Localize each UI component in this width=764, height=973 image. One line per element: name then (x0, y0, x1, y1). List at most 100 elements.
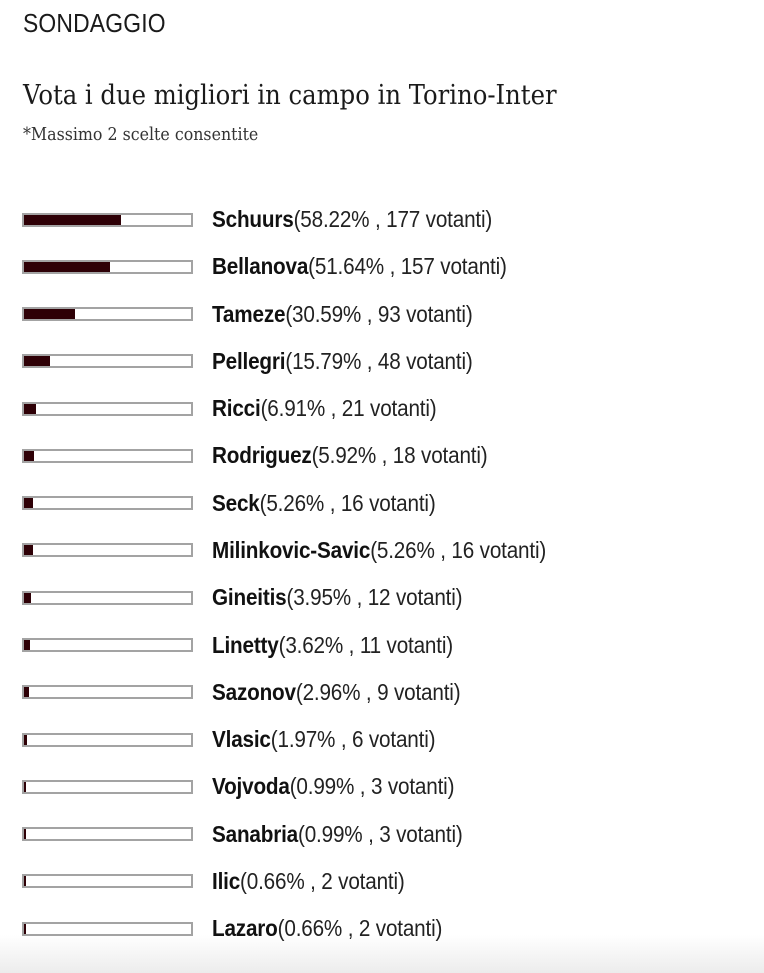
poll-title: Vota i due migliori in campo in Torino-I… (23, 80, 557, 111)
player-name: Linetty (212, 631, 279, 658)
poll-result-row-seck[interactable]: Seck(5.26% , 16 votanti) (22, 480, 752, 527)
result-label: Schuurs(58.22% , 177 votanti) (212, 206, 492, 233)
result-bar-fill (24, 640, 31, 651)
result-bar (22, 685, 193, 700)
result-bar-fill (24, 829, 26, 840)
result-label: Linetty(3.62% , 11 votanti) (212, 632, 453, 659)
result-bar (22, 921, 193, 936)
player-stats: (0.99% , 3 votanti) (298, 820, 463, 847)
player-name: Ricci (212, 395, 261, 422)
poll-result-row-gineitis[interactable]: Gineitis(3.95% , 12 votanti) (22, 574, 752, 621)
result-label: Vojvoda(0.99% , 3 votanti) (212, 773, 454, 800)
result-label: Pellegri(15.79% , 48 votanti) (212, 348, 473, 375)
result-label: Seck(5.26% , 16 votanti) (212, 490, 436, 517)
poll-result-row-ricci[interactable]: Ricci(6.91% , 21 votanti) (22, 385, 752, 432)
result-bar (22, 212, 193, 227)
result-bar-fill (24, 781, 26, 792)
poll-result-row-lazaro[interactable]: Lazaro(0.66% , 2 votanti) (22, 905, 752, 952)
player-name: Rodriguez (212, 442, 312, 469)
player-name: Lazaro (212, 915, 278, 942)
player-stats: (6.91% , 21 votanti) (260, 395, 437, 422)
player-stats: (5.26% , 16 votanti) (259, 489, 436, 516)
player-stats: (0.66% , 2 votanti) (277, 915, 443, 942)
player-name: Schuurs (212, 206, 294, 233)
player-name: Bellanova (212, 253, 309, 280)
result-bar-fill (24, 261, 111, 272)
poll-result-row-pellegri[interactable]: Pellegri(15.79% , 48 votanti) (22, 338, 752, 385)
result-bar (22, 590, 193, 605)
poll-result-row-rodriguez[interactable]: Rodriguez(5.92% , 18 votanti) (22, 432, 752, 479)
result-bar-fill (24, 592, 31, 603)
player-stats: (15.79% , 48 votanti) (285, 347, 473, 374)
player-name: Tameze (212, 300, 286, 327)
result-bar-fill (24, 923, 26, 934)
result-label: Rodriguez(5.92% , 18 votanti) (212, 442, 488, 469)
result-bar-fill (24, 876, 26, 887)
result-bar-fill (24, 403, 36, 414)
poll-result-row-vojvoda[interactable]: Vojvoda(0.99% , 3 votanti) (22, 763, 752, 810)
player-stats: (2.96% , 9 votanti) (295, 678, 461, 705)
result-bar (22, 401, 193, 416)
result-bar (22, 732, 193, 747)
result-bar (22, 496, 193, 511)
result-bar (22, 827, 193, 842)
poll-note: *Massimo 2 scelte consentite (23, 124, 259, 145)
player-stats: (58.22% , 177 votanti) (293, 206, 493, 233)
player-name: Ilic (212, 867, 241, 894)
player-stats: (51.64% , 157 votanti) (308, 253, 507, 280)
result-bar (22, 307, 193, 322)
result-label: Tameze(30.59% , 93 votanti) (212, 301, 473, 328)
result-bar-fill (24, 356, 51, 367)
poll-result-row-tameze[interactable]: Tameze(30.59% , 93 votanti) (22, 291, 752, 338)
result-bar (22, 448, 193, 463)
poll-result-row-sanabria[interactable]: Sanabria(0.99% , 3 votanti) (22, 810, 752, 857)
result-bar-fill (24, 214, 122, 225)
result-bar (22, 543, 193, 558)
section-kicker: SONDAGGIO (23, 8, 166, 38)
player-stats: (30.59% , 93 votanti) (285, 300, 473, 327)
result-label: Ricci(6.91% , 21 votanti) (212, 395, 437, 422)
result-label: Ilic(0.66% , 2 votanti) (212, 868, 405, 895)
result-bar-fill (24, 450, 34, 461)
poll-result-row-ilic[interactable]: Ilic(0.66% , 2 votanti) (22, 858, 752, 905)
player-name: Sazonov (212, 678, 296, 705)
result-bar (22, 638, 193, 653)
result-label: Gineitis(3.95% , 12 votanti) (212, 584, 463, 611)
player-stats: (3.62% , 11 votanti) (278, 631, 454, 658)
result-bar (22, 354, 193, 369)
poll-result-row-linetty[interactable]: Linetty(3.62% , 11 votanti) (22, 621, 752, 668)
result-bar-fill (24, 498, 33, 509)
poll-result-row-milinkovic-savic[interactable]: Milinkovic-Savic(5.26% , 16 votanti) (22, 527, 752, 574)
result-bar (22, 259, 193, 274)
result-bar-fill (24, 734, 28, 745)
poll-results-list: Schuurs(58.22% , 177 votanti) Bellanova(… (22, 196, 752, 952)
result-bar-fill (24, 545, 33, 556)
player-name: Milinkovic-Savic (212, 536, 371, 563)
player-stats: (3.95% , 12 votanti) (286, 584, 463, 611)
player-name: Seck (212, 489, 260, 516)
player-stats: (0.66% , 2 votanti) (240, 867, 405, 894)
player-stats: (5.92% , 18 votanti) (311, 442, 488, 469)
player-name: Vojvoda (212, 773, 290, 800)
result-label: Bellanova(51.64% , 157 votanti) (212, 253, 507, 280)
player-stats: (5.26% , 16 votanti) (370, 536, 547, 563)
result-label: Vlasic(1.97% , 6 votanti) (212, 726, 436, 753)
poll-result-row-bellanova[interactable]: Bellanova(51.64% , 157 votanti) (22, 243, 752, 290)
result-label: Sanabria(0.99% , 3 votanti) (212, 821, 463, 848)
result-label: Lazaro(0.66% , 2 votanti) (212, 915, 442, 942)
player-name: Vlasic (212, 726, 271, 753)
result-bar (22, 874, 193, 889)
player-name: Pellegri (212, 347, 286, 374)
result-bar-fill (24, 687, 29, 698)
player-name: Sanabria (212, 820, 299, 847)
player-stats: (1.97% , 6 votanti) (270, 726, 436, 753)
poll-result-row-vlasic[interactable]: Vlasic(1.97% , 6 votanti) (22, 716, 752, 763)
player-stats: (0.99% , 3 votanti) (289, 773, 455, 800)
result-bar-fill (24, 309, 76, 320)
poll-result-row-sazonov[interactable]: Sazonov(2.96% , 9 votanti) (22, 669, 752, 716)
result-bar (22, 779, 193, 794)
result-label: Milinkovic-Savic(5.26% , 16 votanti) (212, 537, 546, 564)
player-name: Gineitis (212, 584, 287, 611)
poll-result-row-schuurs[interactable]: Schuurs(58.22% , 177 votanti) (22, 196, 752, 243)
result-label: Sazonov(2.96% , 9 votanti) (212, 678, 461, 706)
